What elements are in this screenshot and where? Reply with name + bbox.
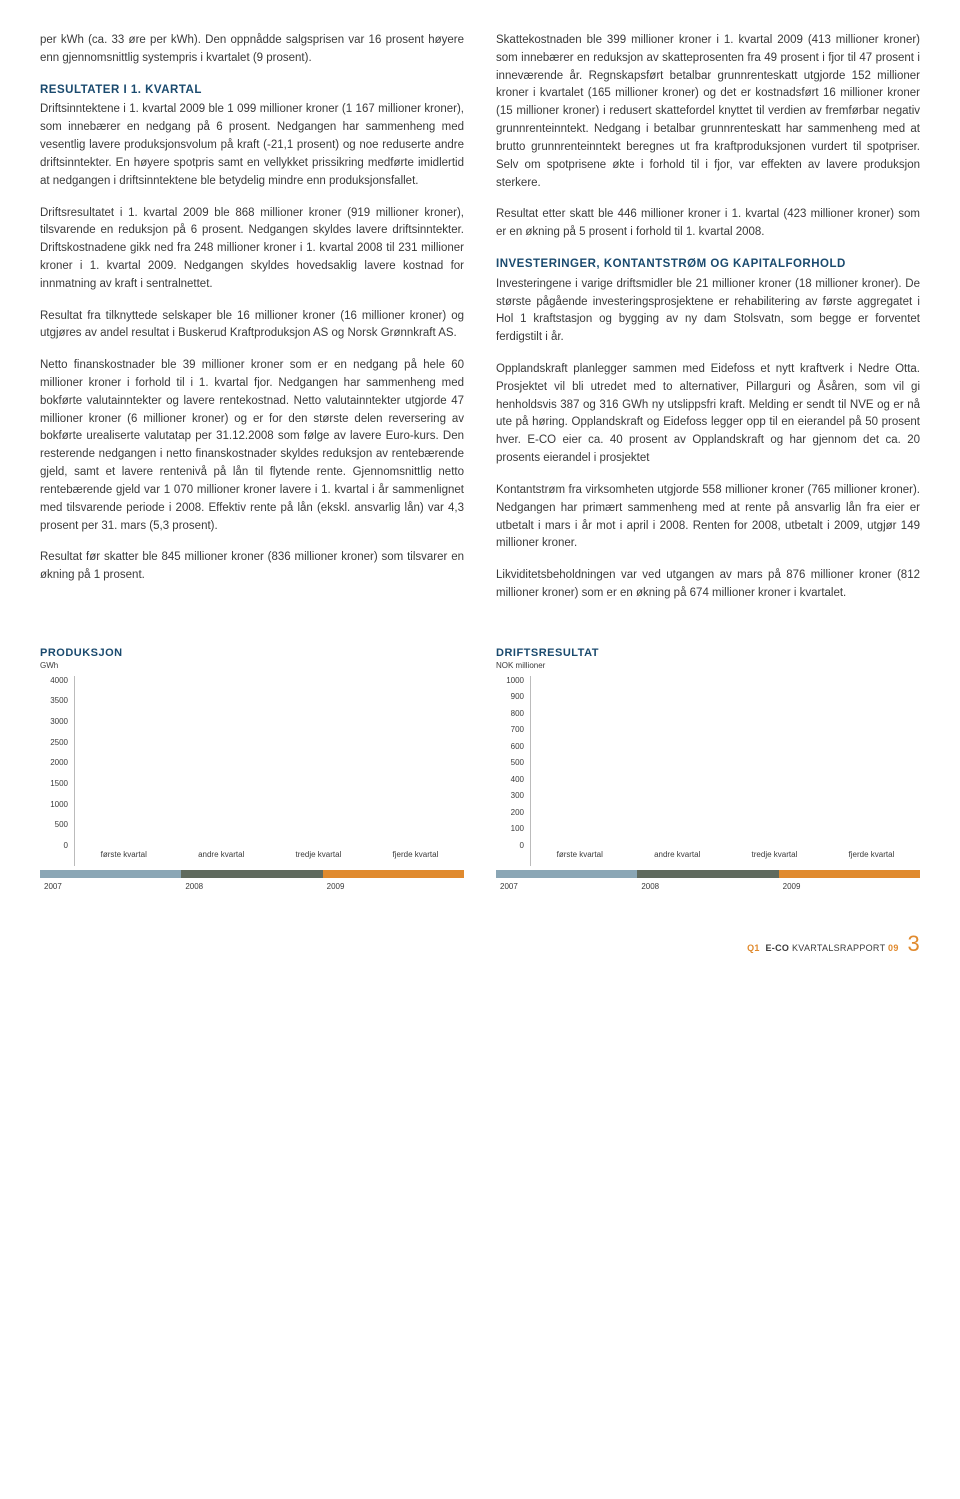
x-label: første kvartal bbox=[557, 850, 603, 866]
y-tick: 2500 bbox=[40, 738, 68, 747]
footer-brand: E-CO bbox=[766, 943, 790, 953]
chart-unit: NOK millioner bbox=[496, 661, 920, 670]
paragraph: Skattekostnaden ble 399 millioner kroner… bbox=[496, 32, 920, 192]
chart-plot: første kvartal andre kvartal tredje kvarta… bbox=[530, 676, 920, 866]
paragraph: Kontantstrøm fra virksomheten utgjorde 5… bbox=[496, 482, 920, 553]
y-tick: 300 bbox=[496, 791, 524, 800]
y-tick: 900 bbox=[496, 692, 524, 701]
y-tick: 1500 bbox=[40, 779, 68, 788]
page-footer: Q1 E-CO KVARTALSRAPPORT 09 3 bbox=[40, 931, 920, 957]
legend-swatch bbox=[323, 870, 464, 878]
chart-legend-labels: 200720082009 bbox=[496, 882, 920, 891]
y-axis: 10009008007006005004003002001000 bbox=[496, 676, 530, 866]
paragraph: Investeringene i varige driftsmidler ble… bbox=[496, 276, 920, 347]
y-tick: 3000 bbox=[40, 717, 68, 726]
legend-swatch bbox=[181, 870, 322, 878]
x-label: fjerde kvartal bbox=[849, 850, 895, 866]
paragraph: per kWh (ca. 33 øre per kWh). Den oppnåd… bbox=[40, 32, 464, 68]
legend-year: 2008 bbox=[181, 882, 322, 891]
y-tick: 700 bbox=[496, 725, 524, 734]
chart-title: DRIFTSRESULTAT bbox=[496, 647, 920, 659]
y-tick: 2000 bbox=[40, 758, 68, 767]
x-label: tredje kvartal bbox=[752, 850, 798, 866]
x-label: tredje kvartal bbox=[296, 850, 342, 866]
legend-year: 2007 bbox=[40, 882, 181, 891]
chart-driftsresultat: DRIFTSRESULTATNOK millioner1000900800700… bbox=[496, 647, 920, 891]
chart-legend-bar bbox=[40, 870, 464, 878]
section-heading-investeringer: INVESTERINGER, KONTANTSTRØM OG KAPITALFO… bbox=[496, 256, 920, 274]
chart-produksjon: PRODUKSJON GWh 4000 3500 3000 2500 2000 1500 100… bbox=[40, 647, 464, 891]
chart-unit: GWh bbox=[40, 661, 464, 670]
paragraph: Likviditetsbeholdningen var ved utgangen… bbox=[496, 567, 920, 603]
y-axis: 4000 3500 3000 2500 2000 1500 1000 500 0 bbox=[40, 676, 74, 866]
left-column: per kWh (ca. 33 øre per kWh). Den oppnåd… bbox=[40, 32, 464, 617]
y-tick: 800 bbox=[496, 709, 524, 718]
paragraph: Opplandskraft planlegger sammen med Eide… bbox=[496, 361, 920, 468]
legend-swatch bbox=[40, 870, 181, 878]
y-tick: 4000 bbox=[40, 676, 68, 685]
paragraph: Driftsinntektene i 1. kvartal 2009 ble 1… bbox=[40, 101, 464, 190]
y-tick: 0 bbox=[40, 841, 68, 850]
footer-doc: KVARTALSRAPPORT bbox=[789, 943, 888, 953]
y-tick: 500 bbox=[496, 758, 524, 767]
page-number: 3 bbox=[907, 931, 920, 956]
x-label: andre kvartal bbox=[198, 850, 244, 866]
y-tick: 0 bbox=[496, 841, 524, 850]
x-axis: første kvartal andre kvartal tredje kvarta… bbox=[531, 850, 920, 866]
y-tick: 200 bbox=[496, 808, 524, 817]
x-label: fjerde kvartal bbox=[393, 850, 439, 866]
x-label: andre kvartal bbox=[654, 850, 700, 866]
footer-year: 09 bbox=[888, 943, 899, 953]
section-heading-resultater: RESULTATER I 1. KVARTAL bbox=[40, 82, 464, 100]
y-tick: 1000 bbox=[496, 676, 524, 685]
right-column: Skattekostnaden ble 399 millioner kroner… bbox=[496, 32, 920, 617]
footer-quarter: Q1 bbox=[747, 943, 760, 953]
y-tick: 1000 bbox=[40, 800, 68, 809]
paragraph: Resultat fra tilknyttede selskaper ble 1… bbox=[40, 308, 464, 344]
legend-swatch bbox=[496, 870, 637, 878]
chart-legend-bar bbox=[496, 870, 920, 878]
y-tick: 100 bbox=[496, 824, 524, 833]
paragraph: Resultat etter skatt ble 446 millioner k… bbox=[496, 206, 920, 242]
x-label: første kvartal bbox=[101, 850, 147, 866]
y-tick: 600 bbox=[496, 742, 524, 751]
y-tick: 400 bbox=[496, 775, 524, 784]
y-tick: 3500 bbox=[40, 696, 68, 705]
legend-year: 2009 bbox=[323, 882, 464, 891]
legend-year: 2007 bbox=[496, 882, 637, 891]
x-axis: første kvartal andre kvartal tredje kvarta… bbox=[75, 850, 464, 866]
chart-legend-labels: 200720082009 bbox=[40, 882, 464, 891]
chart-title: PRODUKSJON bbox=[40, 647, 464, 659]
paragraph: Resultat før skatter ble 845 millioner k… bbox=[40, 549, 464, 585]
legend-swatch bbox=[779, 870, 920, 878]
y-tick: 500 bbox=[40, 820, 68, 829]
legend-swatch bbox=[637, 870, 778, 878]
charts-row: PRODUKSJONGWh400035003000250020001500100… bbox=[40, 647, 920, 891]
paragraph: Driftsresultatet i 1. kvartal 2009 ble 8… bbox=[40, 205, 464, 294]
legend-year: 2008 bbox=[637, 882, 778, 891]
paragraph: Netto finanskostnader ble 39 millioner k… bbox=[40, 357, 464, 535]
chart-plot: første kvartal andre kvartal tredje kvarta… bbox=[74, 676, 464, 866]
legend-year: 2009 bbox=[779, 882, 920, 891]
